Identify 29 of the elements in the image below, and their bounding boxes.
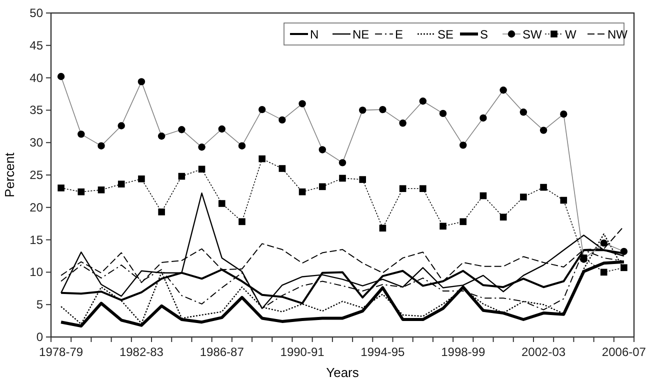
y-tick-label: 10 <box>30 265 44 280</box>
x-tick-label: 1982-83 <box>119 345 164 359</box>
y-tick-label: 45 <box>30 38 44 52</box>
x-tick-label: 1998-99 <box>441 345 486 359</box>
legend-label: W <box>565 28 577 42</box>
y-tick-label: 15 <box>30 232 44 247</box>
y-tick-label: 35 <box>30 103 44 118</box>
x-tick-label: 2006-07 <box>602 345 646 359</box>
y-tick-label: 5 <box>36 298 44 312</box>
x-tick-label: 1986-87 <box>200 345 244 359</box>
legend-label: NE <box>352 28 370 42</box>
y-tick-label: 25 <box>30 168 44 182</box>
y-tick-label: 0 <box>36 330 44 344</box>
x-tick-label: 2002-03 <box>522 345 566 359</box>
y-tick-label: 50 <box>30 6 44 20</box>
x-tick-label: 1978-79 <box>39 345 84 359</box>
y-tick-label: 40 <box>30 70 44 85</box>
y-tick-label: 20 <box>30 200 44 214</box>
legend-label: E <box>395 28 404 42</box>
y-axis-title: Percent <box>2 152 17 198</box>
x-tick-label: 1990-91 <box>280 345 325 359</box>
x-tick-label: 1994-95 <box>360 345 406 359</box>
legend-label: N <box>310 28 319 42</box>
y-tick-label: 30 <box>30 136 44 150</box>
legend-label: SE <box>438 28 454 42</box>
legend-label: SW <box>522 28 543 42</box>
x-axis-title: Years <box>326 365 360 380</box>
legend-label: NW <box>608 28 628 42</box>
legend-label: S <box>480 28 488 42</box>
